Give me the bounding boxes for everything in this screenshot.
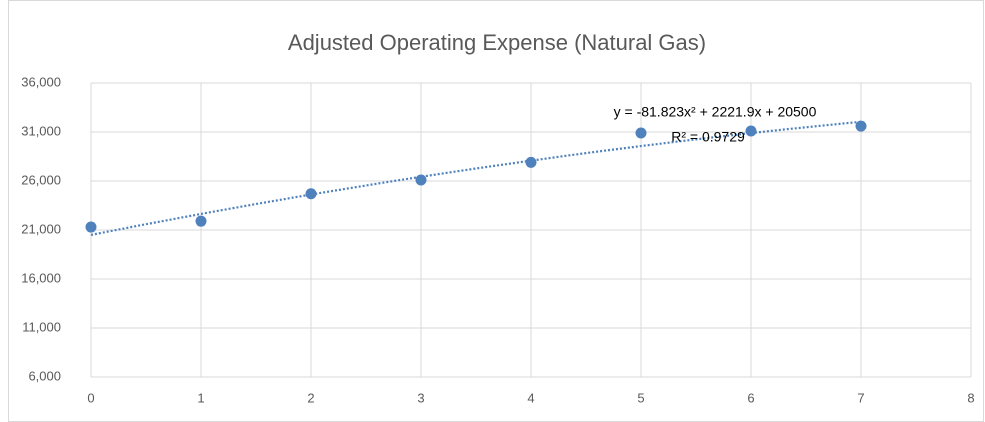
x-tick-label: 2 [307, 390, 314, 405]
y-tick-label: 11,000 [22, 319, 61, 334]
x-tick-label: 3 [417, 390, 424, 405]
y-tick-label: 36,000 [21, 74, 61, 89]
x-tick-label: 0 [87, 390, 94, 405]
chart-title: Adjusted Operating Expense (Natural Gas) [288, 30, 706, 55]
x-tick-label: 4 [527, 390, 534, 405]
y-tick-label: 31,000 [21, 123, 61, 138]
trendline-r-squared: R² = 0.9729 [671, 129, 745, 145]
y-tick-label: 6,000 [28, 368, 61, 383]
x-tick-label: 8 [967, 390, 974, 405]
data-point [85, 221, 97, 233]
y-tick-label: 16,000 [21, 270, 61, 285]
data-point [415, 174, 427, 186]
data-point [635, 127, 647, 139]
trendline [90, 120, 862, 236]
data-point [525, 156, 537, 168]
data-point [305, 188, 317, 200]
x-tick-label: 1 [197, 390, 204, 405]
data-point [745, 125, 757, 137]
data-point [855, 120, 867, 132]
trendline-equation: y = -81.823x² + 2221.9x + 20500 [614, 104, 817, 120]
x-tick-label: 7 [857, 390, 864, 405]
y-tick-label: 21,000 [21, 221, 61, 236]
x-tick-label: 5 [637, 390, 644, 405]
x-tick-label: 6 [747, 390, 754, 405]
chart-frame [8, 0, 984, 422]
y-tick-label: 26,000 [21, 172, 61, 187]
data-point [195, 215, 207, 227]
